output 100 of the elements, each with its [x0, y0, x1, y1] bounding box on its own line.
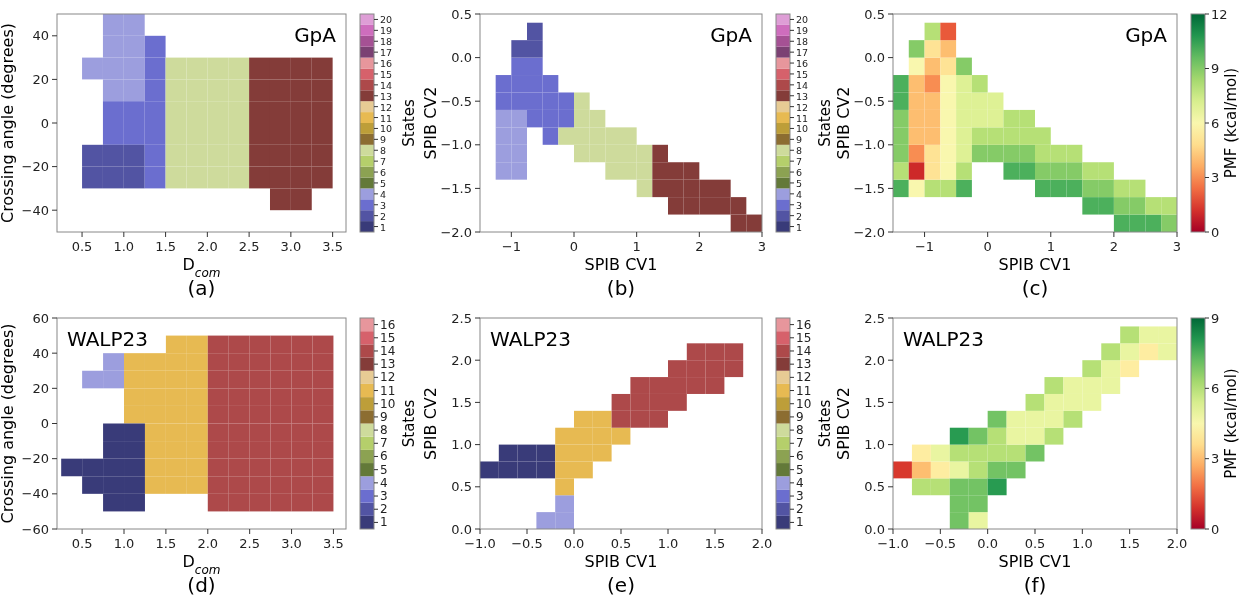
point: [495, 75, 512, 93]
point: [605, 127, 621, 145]
color-bar-label: 6: [1211, 115, 1220, 131]
x-tick-label: 1.5: [155, 536, 177, 551]
color-bar-label: 15: [796, 330, 812, 345]
color-bar-label: 12: [380, 101, 393, 113]
x-tick-label: 2.0: [197, 536, 219, 551]
color-bar-label: 14: [380, 79, 393, 91]
point: [893, 461, 912, 479]
point: [1158, 326, 1177, 344]
color-bar-label: 20: [380, 14, 393, 26]
color-bar-label: 4: [380, 188, 387, 200]
point: [511, 127, 527, 145]
point: [1006, 461, 1026, 479]
x-tick-label: 0.5: [71, 239, 93, 254]
color-bar-label: 14: [796, 79, 809, 91]
color-bar-label: 15: [796, 68, 809, 80]
point: [574, 427, 593, 445]
color-bar-title: States: [816, 99, 834, 147]
point: [498, 461, 518, 479]
color-bar-label: 16: [796, 58, 809, 70]
point: [574, 109, 590, 128]
point: [536, 512, 556, 529]
point: [611, 427, 631, 445]
point: [527, 40, 543, 58]
point: [668, 377, 687, 394]
color-bar-label: 7: [380, 436, 388, 451]
color-bar-label: 11: [796, 383, 812, 398]
y-tick-label: −0.5: [853, 93, 885, 109]
point: [1120, 326, 1140, 344]
color-bar-label: 19: [380, 25, 393, 37]
y-tick-label: 0: [40, 416, 49, 431]
point: [705, 360, 725, 378]
x-axis-title: SPIB CV1: [998, 552, 1072, 571]
point: [686, 377, 706, 394]
y-tick-label: −20: [21, 451, 49, 467]
text: WALP23: [903, 327, 985, 351]
y-tick-label: 1.5: [864, 394, 885, 410]
point: [1120, 343, 1140, 361]
point: [668, 360, 687, 378]
point: [536, 444, 556, 462]
point: [636, 179, 653, 198]
y-axis-title: SPIB CV2: [834, 86, 853, 160]
color-bar-label: 3: [380, 199, 387, 211]
point: [1025, 393, 1045, 411]
text: GpA: [1125, 23, 1168, 47]
color-bar-label: 8: [380, 423, 388, 438]
y-tick-label: 60: [32, 310, 49, 326]
color-bar-label: 15: [380, 68, 393, 80]
point: [1025, 410, 1045, 428]
point: [987, 410, 1007, 428]
point: [1044, 393, 1064, 411]
point: [949, 444, 969, 462]
y-tick-label: 0.5: [451, 6, 472, 22]
point: [542, 75, 559, 93]
point: [949, 461, 969, 479]
point: [930, 461, 950, 479]
color-bar-label: 16: [380, 58, 393, 70]
y-tick-label: 2.0: [864, 352, 885, 368]
color-bar-label: 13: [380, 357, 396, 372]
point: [621, 127, 637, 145]
point: [480, 461, 499, 479]
point: [574, 144, 590, 163]
color-bar-label: 20: [796, 14, 809, 26]
color-bar-label: 17: [796, 47, 809, 59]
y-tick-label: 20: [32, 380, 49, 396]
point: [574, 461, 593, 479]
y-tick-label: −40: [21, 202, 49, 218]
point: [558, 92, 574, 110]
color-bar-label: 0: [1211, 521, 1220, 537]
point: [592, 444, 612, 462]
color-bar-label: 4: [796, 188, 803, 200]
point: [1025, 427, 1045, 445]
y-axis-title: SPIB CV2: [421, 387, 440, 460]
color-bar-label: 15: [380, 330, 396, 345]
color-bar-label: 11: [380, 112, 393, 124]
point: [511, 162, 527, 180]
color-bar-label: 6: [1211, 380, 1220, 396]
point: [652, 144, 668, 163]
color-bar-label: 5: [380, 177, 387, 189]
point: [987, 444, 1007, 462]
y-tick-label: 0: [40, 115, 49, 131]
text: (b): [606, 276, 636, 300]
x-tick-label: 2.5: [239, 536, 261, 551]
point: [605, 162, 621, 180]
color-bar-title: PMF (kcal/mol): [1222, 67, 1240, 179]
point: [668, 197, 684, 215]
point: [527, 75, 543, 93]
color-bar-label: 17: [380, 47, 393, 59]
color-bar-label: 6: [796, 167, 803, 179]
color-bar-label: 6: [380, 449, 388, 464]
color-bar-label: 9: [380, 134, 387, 146]
color-bar-label: 13: [796, 90, 809, 102]
point: [558, 109, 574, 128]
x-tick-label: 1.0: [657, 536, 679, 551]
point: [1158, 343, 1177, 361]
point: [705, 377, 725, 394]
color-bar-label: 8: [796, 423, 804, 438]
y-tick-label: −2.0: [440, 224, 472, 240]
point: [1063, 377, 1083, 394]
